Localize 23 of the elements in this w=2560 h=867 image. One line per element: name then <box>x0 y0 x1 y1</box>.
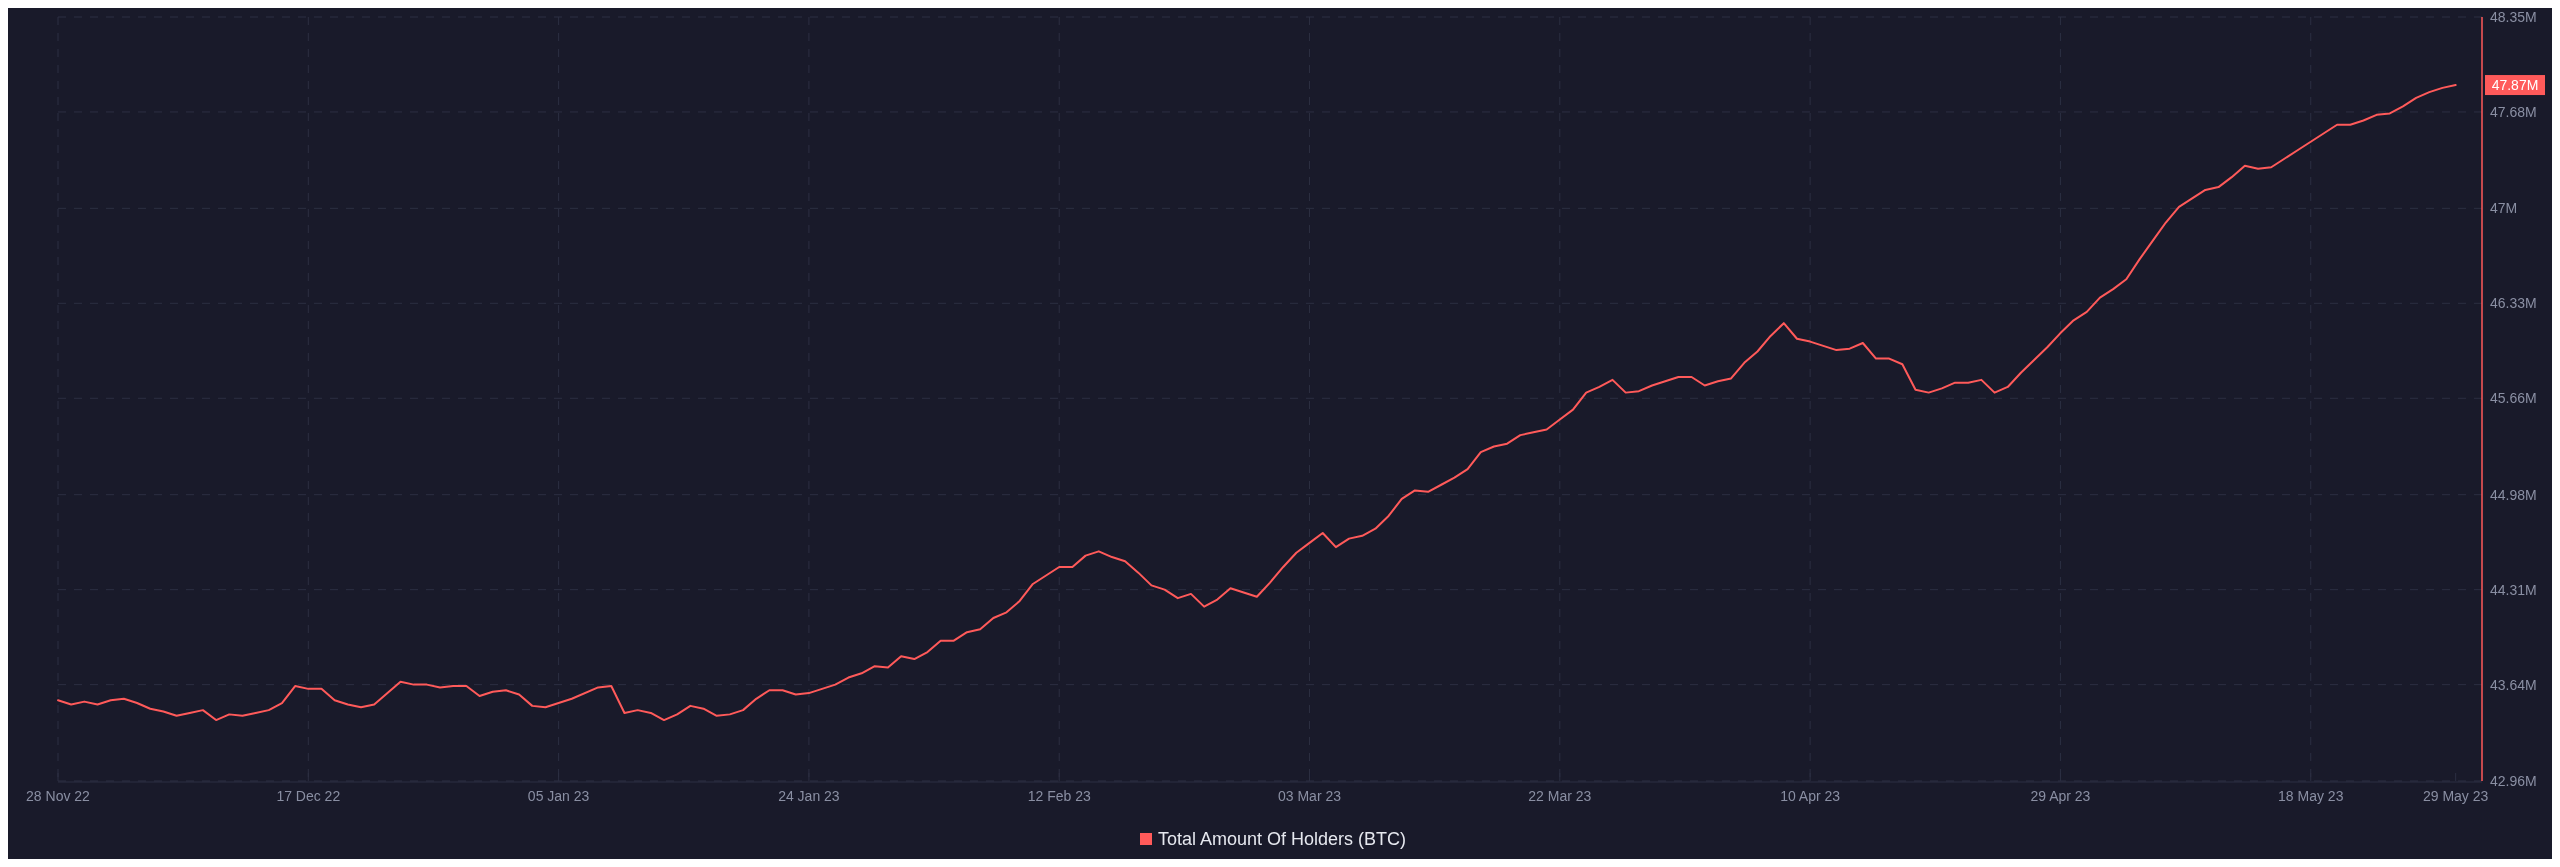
y-tick-label: 48.35M <box>2490 8 2537 25</box>
y-tick-label: 45.66M <box>2490 390 2537 407</box>
line-series <box>57 84 2457 722</box>
annotation: 47.87M <box>2491 76 2539 93</box>
y-tick-label: 43.64M <box>2490 676 2537 693</box>
x-tick-label: 18 May 23 <box>2278 788 2344 804</box>
x-tick-label: 22 Mar 23 <box>1528 788 1592 804</box>
x-tick-label: 29 Apr 23 <box>2030 788 2091 804</box>
x-tick-label: 29 May 23 <box>2422 788 2489 804</box>
y-tick-label: 47.68M <box>2490 103 2537 120</box>
y-tick-label: 46.33M <box>2490 295 2537 312</box>
y-tick-label: 44.98M <box>2490 486 2537 503</box>
y-tick-label: 44.31M <box>2490 581 2537 598</box>
x-tick-label: 28 Nov 22 <box>26 788 91 804</box>
x-tick-label: 24 Jan 23 <box>778 788 840 804</box>
y-tick-label: 47M <box>2490 200 2518 217</box>
x-tick-label: 10 Apr 23 <box>1780 788 1841 804</box>
y-tick-label: 42.96M <box>2490 772 2537 789</box>
x-tick-label: 03 Mar 23 <box>1278 788 1342 804</box>
legend-label: Total Amount Of Holders (BTC) <box>1158 829 1407 850</box>
x-tick-label: 12 Feb 23 <box>1027 788 1091 804</box>
x-tick-label: 17 Dec 22 <box>276 788 341 804</box>
x-tick-label: 05 Jan 23 <box>527 788 590 804</box>
